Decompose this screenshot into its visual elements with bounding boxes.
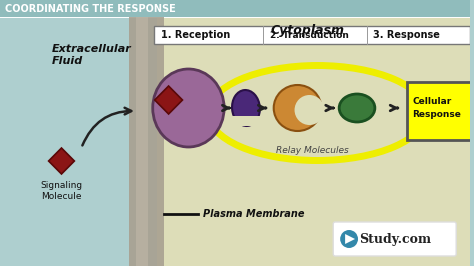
- Text: Relay Molecules: Relay Molecules: [276, 146, 349, 155]
- Ellipse shape: [232, 90, 260, 126]
- Ellipse shape: [339, 94, 375, 122]
- FancyArrowPatch shape: [82, 108, 131, 146]
- Ellipse shape: [153, 69, 224, 147]
- Text: 3. Response: 3. Response: [373, 30, 440, 40]
- Text: Cellular
Response: Cellular Response: [412, 97, 461, 119]
- Circle shape: [340, 230, 358, 248]
- Text: 2. Transduction: 2. Transduction: [270, 31, 348, 39]
- Polygon shape: [155, 86, 182, 114]
- Bar: [157, 17, 470, 266]
- FancyBboxPatch shape: [333, 222, 456, 256]
- Bar: [129, 17, 164, 266]
- Polygon shape: [345, 234, 355, 244]
- Bar: [407, 82, 474, 140]
- Text: Signaling
Molecule: Signaling Molecule: [40, 181, 82, 201]
- Text: Extracellular
Fluid: Extracellular Fluid: [52, 44, 131, 66]
- Polygon shape: [49, 148, 74, 174]
- Text: 1. Reception: 1. Reception: [161, 30, 230, 40]
- Text: Cytoplasm: Cytoplasm: [271, 24, 345, 37]
- Bar: [136, 17, 148, 266]
- Text: Plasma Membrane: Plasma Membrane: [203, 209, 305, 219]
- Ellipse shape: [294, 95, 324, 125]
- Text: Study.com: Study.com: [359, 232, 431, 246]
- Ellipse shape: [273, 85, 321, 131]
- Bar: [0, 0, 470, 17]
- Polygon shape: [231, 116, 261, 126]
- Bar: [154, 26, 470, 44]
- Text: COORDINATING THE RESPONSE: COORDINATING THE RESPONSE: [5, 3, 176, 14]
